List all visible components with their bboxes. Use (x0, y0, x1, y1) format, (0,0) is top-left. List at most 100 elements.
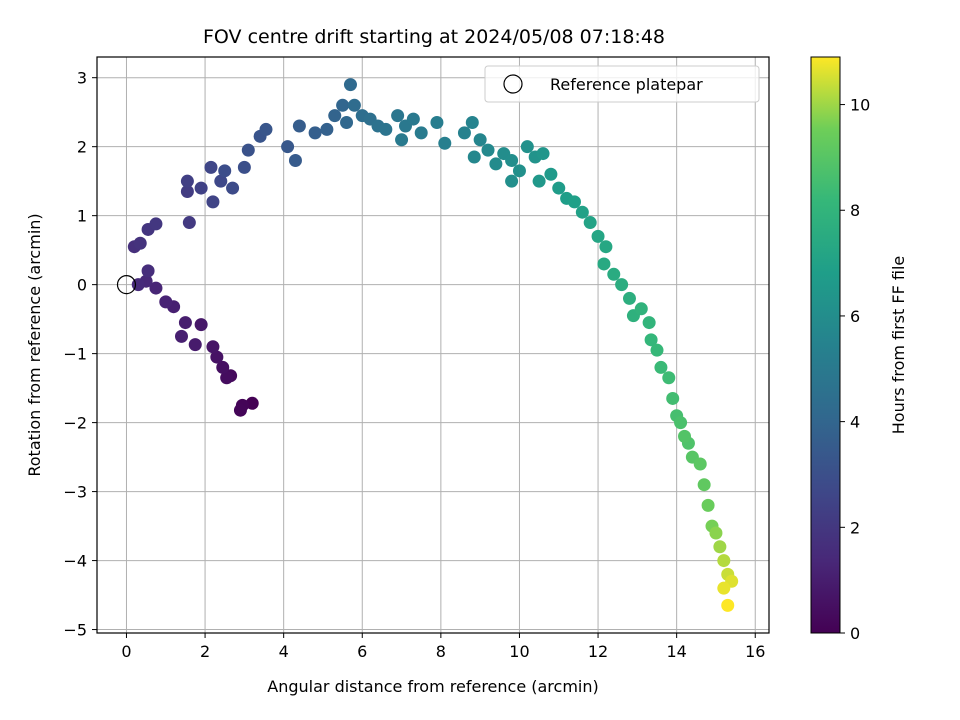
data-point (721, 598, 735, 612)
colorbar-ticks: 0 2 4 6 8 10 (840, 96, 870, 643)
data-point (414, 126, 428, 140)
legend: Reference platepar (484, 65, 760, 103)
data-point (481, 143, 495, 157)
x-tick-label: 6 (357, 642, 367, 661)
data-point (395, 133, 409, 147)
reference-point-marker (116, 275, 137, 295)
y-axis-ticks: −5 −4 −3 −2 −1 0 1 2 3 (63, 69, 97, 640)
data-point (159, 295, 173, 309)
data-point (237, 160, 251, 174)
data-point (379, 122, 393, 136)
data-point (391, 109, 405, 123)
data-points (116, 78, 739, 612)
data-point (467, 150, 481, 164)
legend-box (484, 65, 760, 103)
data-point (141, 264, 155, 278)
data-point (717, 554, 731, 568)
data-point (308, 126, 322, 140)
data-point (245, 396, 259, 410)
data-point (591, 229, 605, 243)
data-point (634, 302, 648, 316)
data-point (674, 416, 688, 430)
colorbar-tick-label: 2 (850, 518, 860, 537)
data-point (233, 403, 247, 417)
data-point (532, 174, 546, 188)
data-point (288, 153, 302, 167)
chart-title: FOV centre drift starting at 2024/05/08 … (203, 26, 665, 48)
data-point (622, 291, 636, 305)
data-point (149, 217, 163, 231)
data-point (607, 267, 621, 281)
data-point (473, 133, 487, 147)
colorbar-tick-label: 6 (850, 307, 860, 326)
data-point (218, 164, 232, 178)
colorbar-tick-label: 4 (850, 413, 860, 432)
data-point (220, 371, 234, 385)
data-point (520, 140, 534, 154)
x-tick-label: 0 (121, 642, 131, 661)
data-point (597, 257, 611, 271)
data-point (505, 153, 519, 167)
data-point (567, 195, 581, 209)
data-point (583, 216, 597, 230)
data-point (717, 581, 731, 595)
x-tick-label: 2 (200, 642, 210, 661)
data-point (457, 126, 471, 140)
y-tick-label: 0 (77, 276, 87, 295)
data-point (615, 278, 629, 292)
colorbar-tick-label: 10 (850, 96, 870, 115)
data-point (194, 181, 208, 195)
data-point (575, 205, 589, 219)
y-tick-label: 2 (77, 138, 87, 157)
data-point (662, 371, 676, 385)
data-point (697, 478, 711, 492)
data-point (644, 333, 658, 347)
data-point (654, 360, 668, 374)
data-point (347, 98, 361, 112)
y-tick-label: −1 (63, 345, 87, 364)
data-point (713, 540, 727, 554)
data-point (552, 181, 566, 195)
colorbar: 0 2 4 6 8 10 Hours from first FF file (810, 56, 908, 643)
x-tick-label: 12 (588, 642, 608, 661)
data-point (292, 119, 306, 133)
data-point (666, 391, 680, 405)
data-point (178, 316, 192, 330)
data-point (281, 140, 295, 154)
data-point (241, 143, 255, 157)
x-tick-label: 4 (279, 642, 289, 661)
data-point (180, 174, 194, 188)
data-point (406, 112, 420, 126)
data-point (336, 98, 350, 112)
data-point (340, 116, 354, 130)
y-tick-label: −4 (63, 552, 87, 571)
y-tick-label: −3 (63, 483, 87, 502)
x-tick-label: 8 (436, 642, 446, 661)
x-tick-label: 10 (509, 642, 529, 661)
data-point (182, 216, 196, 230)
data-point (194, 318, 208, 332)
data-point (599, 240, 613, 254)
data-point (188, 338, 202, 352)
x-tick-label: 14 (666, 642, 686, 661)
colorbar-gradient (810, 56, 841, 634)
data-point (133, 236, 147, 250)
x-tick-label: 16 (745, 642, 765, 661)
data-point (206, 195, 220, 209)
x-axis-ticks: 0 2 4 6 8 10 12 14 16 (121, 633, 765, 661)
data-point (650, 343, 664, 357)
data-point (465, 116, 479, 130)
data-point (149, 281, 163, 295)
data-point (226, 181, 240, 195)
x-axis-label: Angular distance from reference (arcmin) (267, 677, 598, 696)
colorbar-tick-label: 8 (850, 201, 860, 220)
data-point (693, 457, 707, 471)
data-point (489, 157, 503, 171)
data-point (214, 174, 228, 188)
data-point (709, 526, 723, 540)
data-point (642, 316, 656, 330)
data-point (216, 360, 230, 374)
data-point (204, 160, 218, 174)
y-tick-label: −2 (63, 414, 87, 433)
